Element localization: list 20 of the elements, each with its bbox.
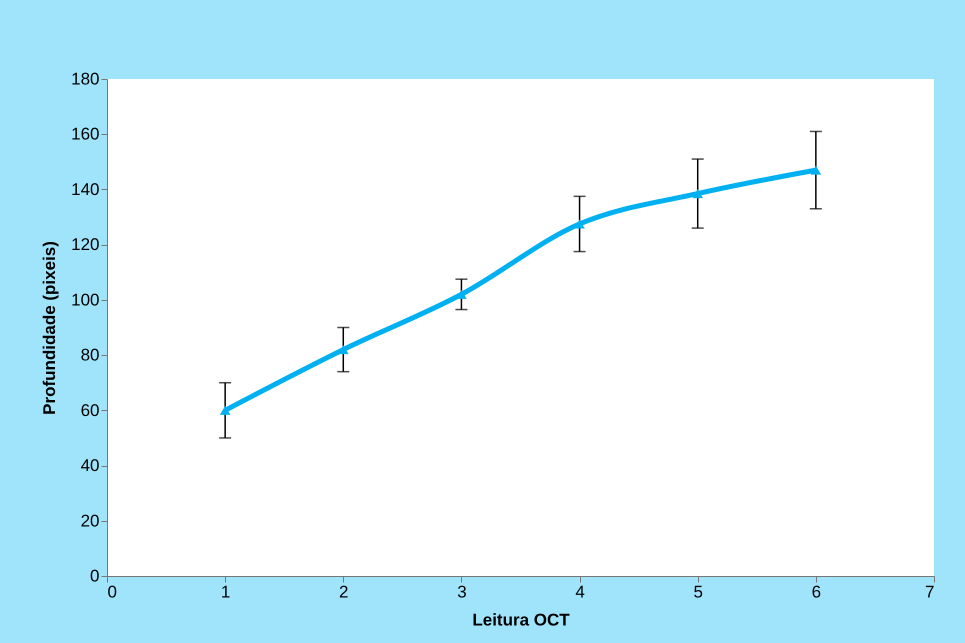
x-tick-label: 0 (108, 582, 117, 602)
x-tick-label: 7 (925, 582, 934, 602)
y-tick-label: 60 (80, 400, 100, 420)
y-tick-label: 120 (71, 235, 100, 254)
y-tick-label: 40 (80, 456, 100, 476)
x-tick-label: 4 (575, 582, 585, 602)
y-tick-label: 140 (71, 180, 100, 199)
y-tick-label: 160 (71, 124, 100, 144)
x-tick-label: 3 (457, 582, 467, 602)
y-tick-label: 0 (90, 566, 100, 586)
y-tick-label: 180 (71, 70, 100, 88)
y-tick-label: 20 (80, 511, 100, 530)
x-tick-label: 6 (812, 582, 822, 602)
x-axis-title: Leitura OCT (472, 610, 570, 630)
x-tick-label: 1 (220, 582, 230, 602)
y-tick-label: 80 (80, 346, 100, 365)
y-tick-label: 100 (71, 290, 100, 310)
x-tick-label: 5 (693, 582, 703, 602)
y-axis-title: Profundidade (pixeis) (40, 241, 60, 415)
x-tick-label: 2 (339, 582, 349, 602)
